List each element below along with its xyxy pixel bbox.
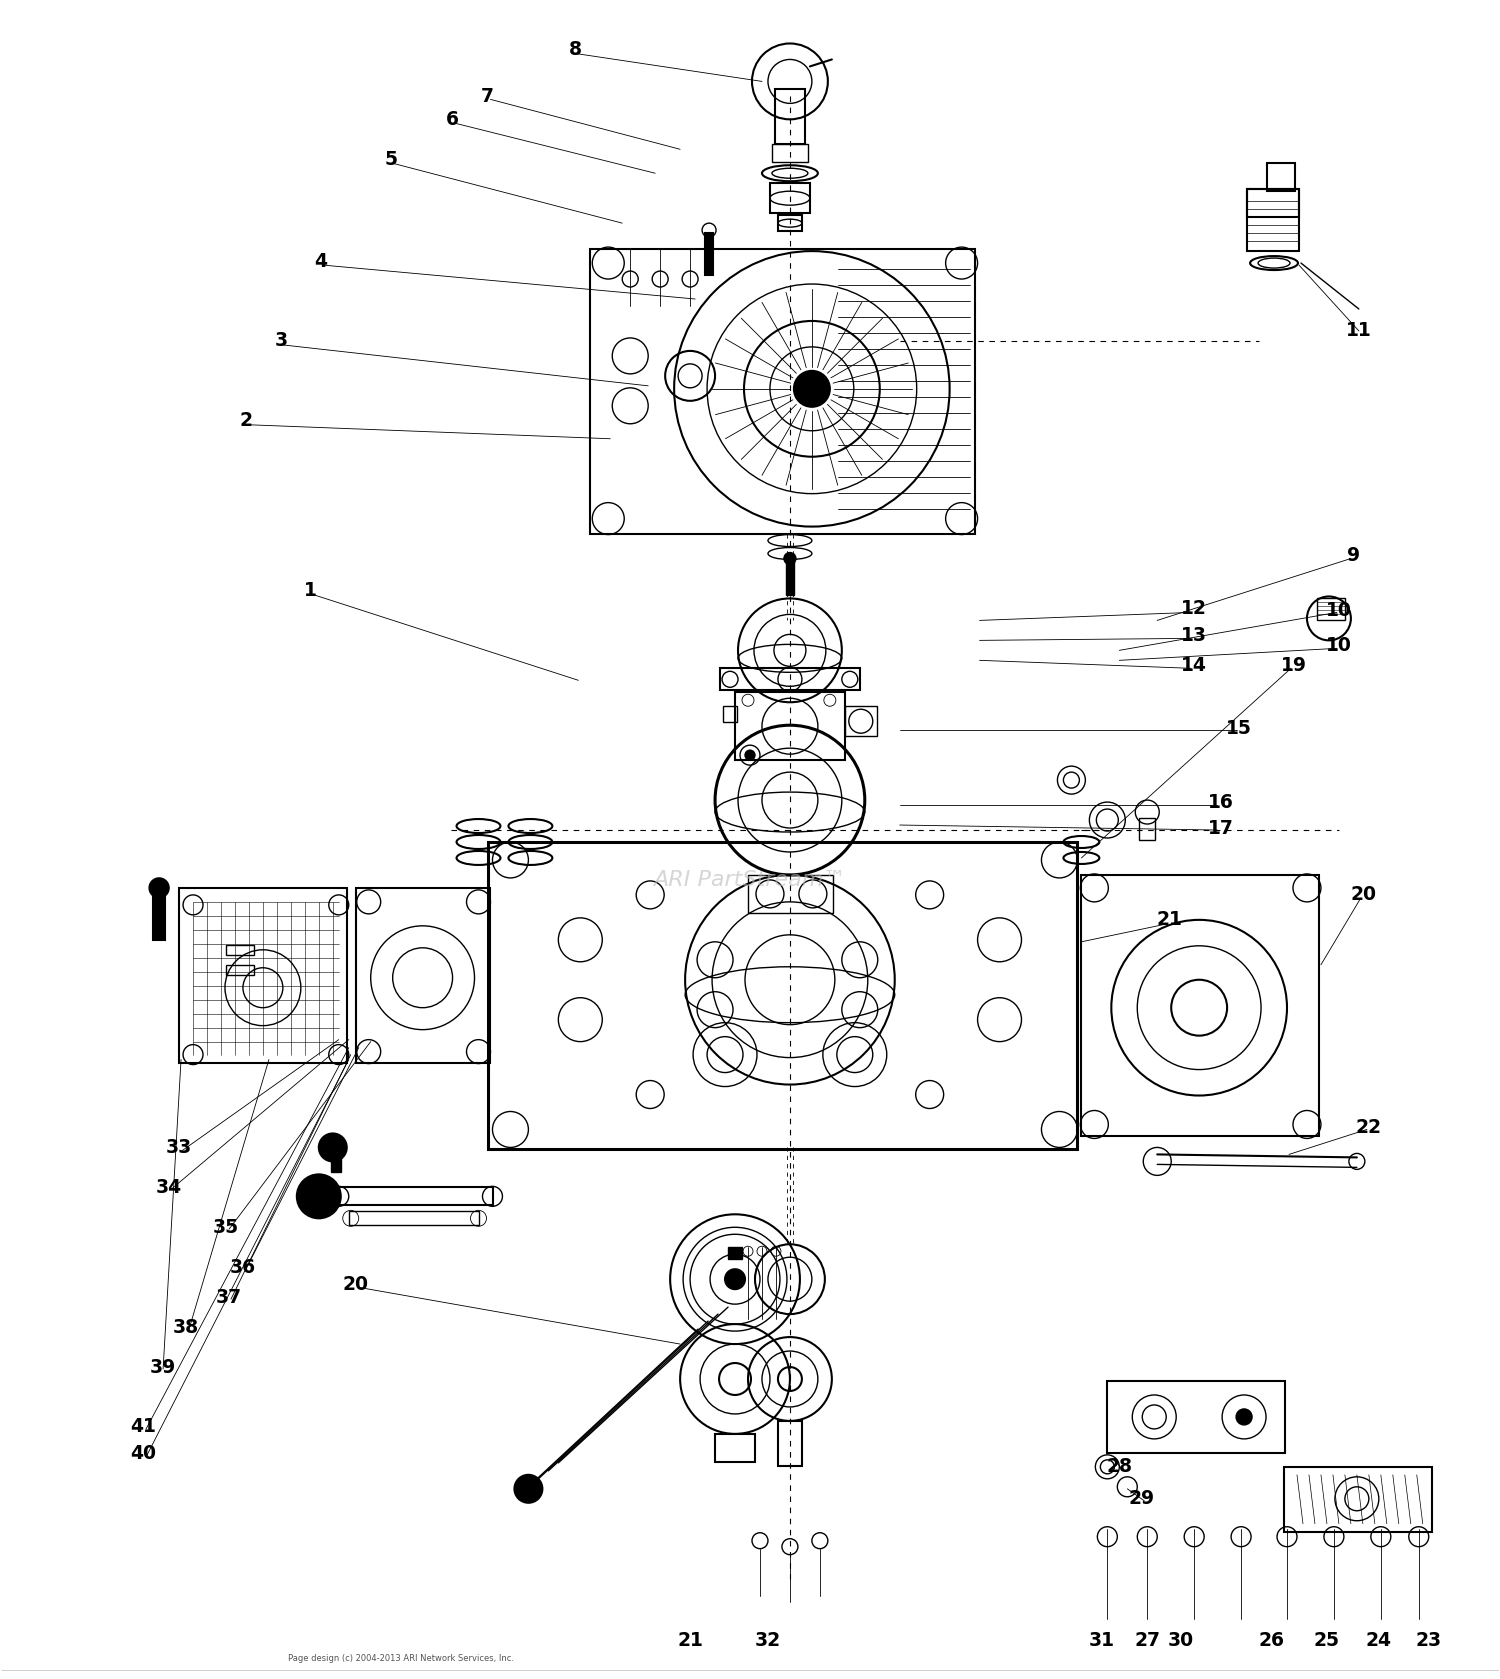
Bar xyxy=(178,888,346,1063)
Text: 11: 11 xyxy=(1346,321,1371,341)
Text: 22: 22 xyxy=(1356,1118,1382,1137)
Bar xyxy=(1246,190,1299,252)
Bar xyxy=(720,668,860,690)
Bar xyxy=(356,888,490,1063)
Text: 1: 1 xyxy=(304,581,318,599)
Text: 39: 39 xyxy=(150,1358,176,1377)
Circle shape xyxy=(724,1269,746,1289)
Bar xyxy=(723,707,736,722)
Text: 34: 34 xyxy=(156,1179,182,1197)
Text: ARI PartStream™: ARI PartStream™ xyxy=(654,870,846,890)
Text: 33: 33 xyxy=(166,1138,192,1157)
Text: 6: 6 xyxy=(446,109,459,129)
Bar xyxy=(591,248,975,534)
Text: 27: 27 xyxy=(1134,1630,1161,1650)
Text: 10: 10 xyxy=(1326,636,1352,655)
Text: 10: 10 xyxy=(1326,601,1352,620)
Text: 20: 20 xyxy=(1352,885,1377,905)
Bar xyxy=(1246,190,1299,217)
Text: 38: 38 xyxy=(172,1318,200,1336)
Bar xyxy=(748,875,833,913)
Circle shape xyxy=(320,1133,346,1162)
Bar xyxy=(153,892,165,940)
Circle shape xyxy=(746,751,754,761)
Text: 41: 41 xyxy=(130,1417,156,1437)
Text: 8: 8 xyxy=(568,40,582,59)
Bar xyxy=(226,945,254,955)
Text: 3: 3 xyxy=(274,331,288,351)
Text: 5: 5 xyxy=(384,149,398,170)
Text: 35: 35 xyxy=(213,1217,238,1237)
Bar xyxy=(1082,875,1318,1137)
Text: 2: 2 xyxy=(240,411,252,430)
Bar xyxy=(1284,1467,1431,1531)
Bar xyxy=(772,144,808,163)
Bar xyxy=(778,215,802,232)
Text: 13: 13 xyxy=(1180,626,1208,645)
Circle shape xyxy=(297,1174,340,1219)
Text: 29: 29 xyxy=(1128,1489,1155,1508)
Text: 9: 9 xyxy=(1347,546,1360,566)
Bar xyxy=(489,841,1077,1150)
Bar xyxy=(1107,1382,1286,1452)
Text: 20: 20 xyxy=(342,1274,369,1295)
Text: 21: 21 xyxy=(676,1630,703,1650)
Bar xyxy=(1317,598,1346,621)
Bar xyxy=(332,1145,340,1172)
Bar xyxy=(716,1434,754,1462)
Text: 16: 16 xyxy=(1208,792,1234,811)
Bar xyxy=(844,707,877,735)
Circle shape xyxy=(794,371,830,406)
Text: 7: 7 xyxy=(482,87,494,106)
Bar xyxy=(728,1247,742,1259)
Bar xyxy=(776,89,806,144)
Text: 37: 37 xyxy=(216,1288,242,1306)
Text: 15: 15 xyxy=(1226,719,1252,737)
Text: 12: 12 xyxy=(1180,599,1208,618)
Text: 36: 36 xyxy=(230,1258,256,1276)
Circle shape xyxy=(148,878,170,898)
Circle shape xyxy=(514,1474,543,1503)
Text: 4: 4 xyxy=(315,252,327,270)
Text: Page design (c) 2004-2013 ARI Network Services, Inc.: Page design (c) 2004-2013 ARI Network Se… xyxy=(288,1654,513,1662)
Bar xyxy=(1140,818,1155,840)
Bar xyxy=(1268,163,1294,191)
Circle shape xyxy=(784,552,796,564)
Bar xyxy=(226,965,254,975)
Text: 25: 25 xyxy=(1314,1630,1340,1650)
Text: 30: 30 xyxy=(1168,1630,1194,1650)
Bar xyxy=(786,561,794,596)
Bar xyxy=(735,692,844,761)
Text: 14: 14 xyxy=(1180,656,1208,675)
Bar xyxy=(348,1211,478,1226)
Text: 28: 28 xyxy=(1107,1457,1132,1476)
Bar xyxy=(336,1187,494,1206)
Text: 24: 24 xyxy=(1366,1630,1392,1650)
Text: 26: 26 xyxy=(1258,1630,1284,1650)
Text: 23: 23 xyxy=(1416,1630,1442,1650)
Text: 19: 19 xyxy=(1281,656,1306,675)
Bar xyxy=(705,233,712,275)
Circle shape xyxy=(1236,1409,1252,1425)
Bar xyxy=(778,1420,802,1466)
Text: 17: 17 xyxy=(1208,819,1234,838)
Text: 40: 40 xyxy=(130,1444,156,1464)
Text: 32: 32 xyxy=(754,1630,782,1650)
Bar xyxy=(770,183,810,213)
Text: 21: 21 xyxy=(1156,910,1182,930)
Text: 31: 31 xyxy=(1089,1630,1114,1650)
